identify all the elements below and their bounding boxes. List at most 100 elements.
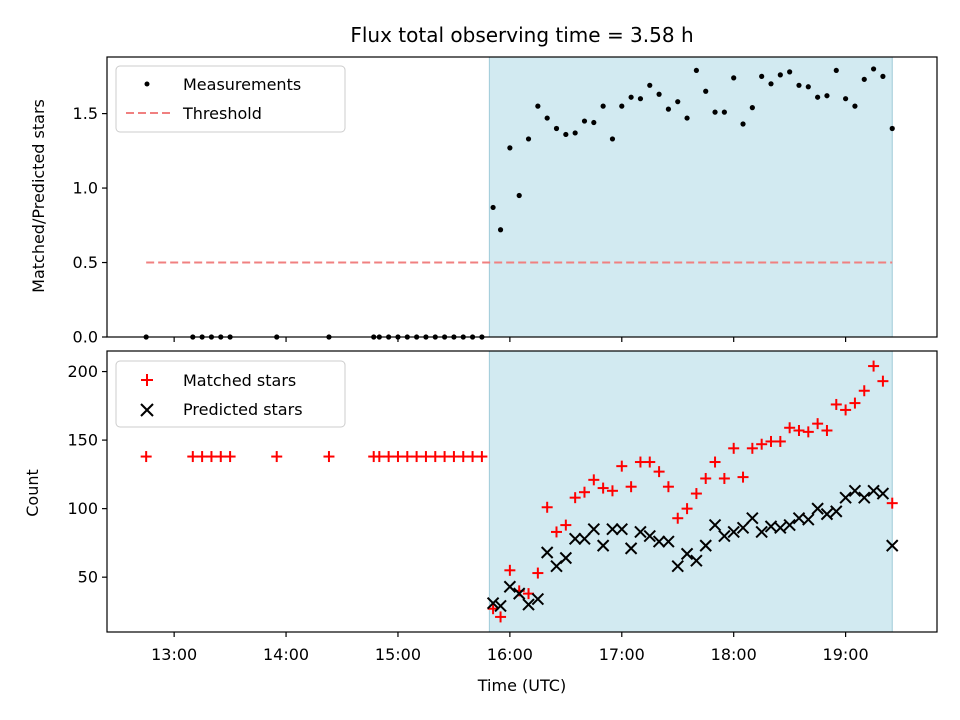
measurement-point: [628, 94, 634, 100]
predicted-star-point: [690, 554, 703, 567]
bottom-y-axis-label: Count: [23, 469, 42, 517]
measurement-point: [591, 119, 597, 126]
matched-star-point: [467, 451, 479, 463]
matched-star-point: [690, 488, 702, 500]
predicted-star-point: [606, 522, 619, 536]
xtick-label-2: 15:00: [375, 645, 421, 664]
top-ytick-label-3: 1.5: [73, 104, 98, 123]
matched-star-point: [560, 519, 572, 531]
legend-label-threshold: Threshold: [182, 104, 262, 123]
bottom-ytick-label-1: 100: [67, 499, 98, 518]
predicted-star-point: [699, 539, 712, 552]
legend-marker-predicted: [140, 403, 154, 417]
xtick-label-1: 14:00: [263, 645, 309, 664]
top-legend: Measurements Threshold: [115, 65, 346, 133]
predicted-star-point: [578, 532, 591, 545]
matched-star-point: [662, 481, 674, 493]
measurement-point: [833, 67, 839, 74]
xtick-label-0: 13:00: [151, 645, 197, 664]
bottom-observing-span: [488, 350, 893, 633]
measurement-point: [656, 91, 662, 97]
bottom-x-ticks: 13:00 14:00 15:00 16:00 17:00 18:00 19:00: [151, 632, 869, 664]
matched-star-point: [634, 456, 646, 468]
top-ytick-label-2: 1.0: [73, 179, 98, 198]
xtick-label-4: 17:00: [599, 645, 645, 664]
measurement-point: [703, 88, 709, 94]
predicted-star-point: [755, 525, 768, 539]
measurement-point: [749, 105, 755, 111]
matched-star-point: [746, 442, 758, 454]
measurement-point: [497, 227, 504, 233]
predicted-star-point: [774, 521, 787, 535]
matched-star-point: [784, 422, 796, 434]
matched-star-point: [523, 588, 535, 600]
measurement-point: [637, 96, 644, 102]
matched-star-point: [196, 451, 208, 463]
matched-star-point: [709, 456, 721, 468]
measurement-point: [805, 84, 811, 90]
matched-star-point: [840, 404, 852, 416]
matched-star-point: [271, 451, 283, 463]
matched-star-point: [541, 501, 553, 513]
top-y-axis-label: Matched/Predicted stars: [29, 99, 48, 293]
matched-star-point: [504, 564, 516, 576]
measurement-point: [843, 96, 849, 102]
matched-star-point: [187, 451, 199, 463]
measurement-point: [796, 82, 802, 88]
matched-star-point: [802, 426, 814, 438]
measurement-point: [544, 115, 550, 121]
measurement-point: [777, 72, 783, 78]
predicted-star-point: [568, 532, 582, 545]
matched-star-point: [625, 481, 637, 493]
matched-star-point: [448, 451, 460, 463]
matched-star-point: [205, 451, 217, 463]
measurement-point: [507, 145, 513, 151]
matched-star-point: [681, 503, 693, 515]
matched-star-point: [765, 435, 777, 447]
measurement-point: [553, 125, 560, 132]
measurement-point: [731, 75, 737, 81]
matched-star-point: [774, 435, 786, 447]
matched-star-point: [877, 375, 889, 387]
matched-star-point: [373, 451, 385, 463]
matched-star-point: [616, 460, 628, 472]
legend-marker-measurements: [144, 81, 150, 87]
chart-title: Flux total observing time = 3.58 h: [350, 23, 693, 47]
matched-star-point: [323, 451, 335, 463]
predicted-star-point: [671, 559, 684, 573]
measurement-point: [721, 109, 727, 115]
xtick-label-5: 18:00: [711, 645, 757, 664]
matched-star-point: [588, 474, 600, 486]
bottom-legend: Matched stars Predicted stars: [115, 360, 346, 428]
measurement-point: [740, 121, 746, 127]
matched-star-point: [644, 456, 656, 468]
predicted-star-point: [867, 484, 880, 498]
x-axis-label: Time (UTC): [477, 676, 566, 695]
matched-star-point: [672, 512, 684, 524]
predicted-star-point: [486, 597, 500, 610]
measurement-point: [600, 103, 606, 109]
matched-star-point: [830, 398, 842, 410]
predicted-star-point: [727, 525, 740, 539]
matched-star-point: [569, 492, 581, 504]
predicted-star-point: [540, 546, 554, 559]
measurement-point: [759, 73, 765, 79]
measurement-point: [490, 204, 496, 211]
predicted-star-point: [886, 539, 899, 552]
bottom-axes-frame: [106, 350, 938, 633]
bottom-y-ticks: 50 100 150 200: [67, 362, 107, 587]
matched-star-point: [420, 451, 432, 463]
matched-star-point: [476, 451, 488, 463]
matched-star-point: [886, 497, 898, 509]
measurement-point: [572, 130, 578, 136]
matched-star-point: [401, 451, 413, 463]
predicted-star-point: [736, 521, 750, 535]
top-ytick-label-0: 0.0: [73, 328, 98, 347]
matched-star-point: [224, 451, 236, 463]
bottom-ytick-label-3: 200: [67, 362, 98, 381]
matched-star-point: [821, 425, 833, 437]
predicted-star-point: [615, 522, 628, 536]
predicted-stars-points: [486, 484, 899, 613]
measurement-point: [852, 103, 858, 109]
predicted-star-point: [746, 512, 759, 525]
